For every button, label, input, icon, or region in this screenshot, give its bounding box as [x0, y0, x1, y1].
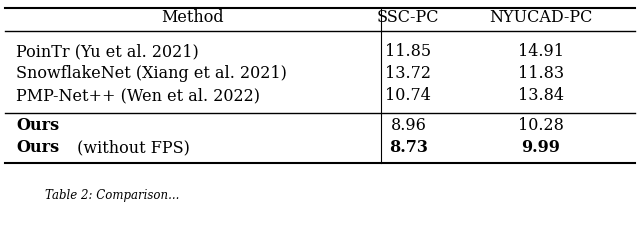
Text: NYUCAD-PC: NYUCAD-PC	[489, 10, 593, 27]
Text: (without FPS): (without FPS)	[72, 140, 189, 156]
Text: SnowflakeNet (Xiang et al. 2021): SnowflakeNet (Xiang et al. 2021)	[16, 66, 287, 82]
Text: 8.73: 8.73	[389, 140, 428, 156]
Text: 11.83: 11.83	[518, 66, 564, 82]
Text: 14.91: 14.91	[518, 44, 564, 61]
Text: 13.84: 13.84	[518, 87, 564, 104]
Text: Ours: Ours	[16, 118, 59, 135]
Text: 10.28: 10.28	[518, 118, 564, 135]
Text: SSC-PC: SSC-PC	[377, 10, 440, 27]
Text: 13.72: 13.72	[385, 66, 431, 82]
Text: Ours: Ours	[16, 140, 59, 156]
Text: PoinTr (Yu et al. 2021): PoinTr (Yu et al. 2021)	[16, 44, 199, 61]
Text: 8.96: 8.96	[390, 118, 426, 135]
Text: 10.74: 10.74	[385, 87, 431, 104]
Text: Method: Method	[161, 10, 223, 27]
Text: 9.99: 9.99	[522, 140, 560, 156]
Text: PMP-Net++ (Wen et al. 2022): PMP-Net++ (Wen et al. 2022)	[16, 87, 260, 104]
Text: 11.85: 11.85	[385, 44, 431, 61]
Text: Table 2: Comparison...: Table 2: Comparison...	[45, 188, 179, 202]
